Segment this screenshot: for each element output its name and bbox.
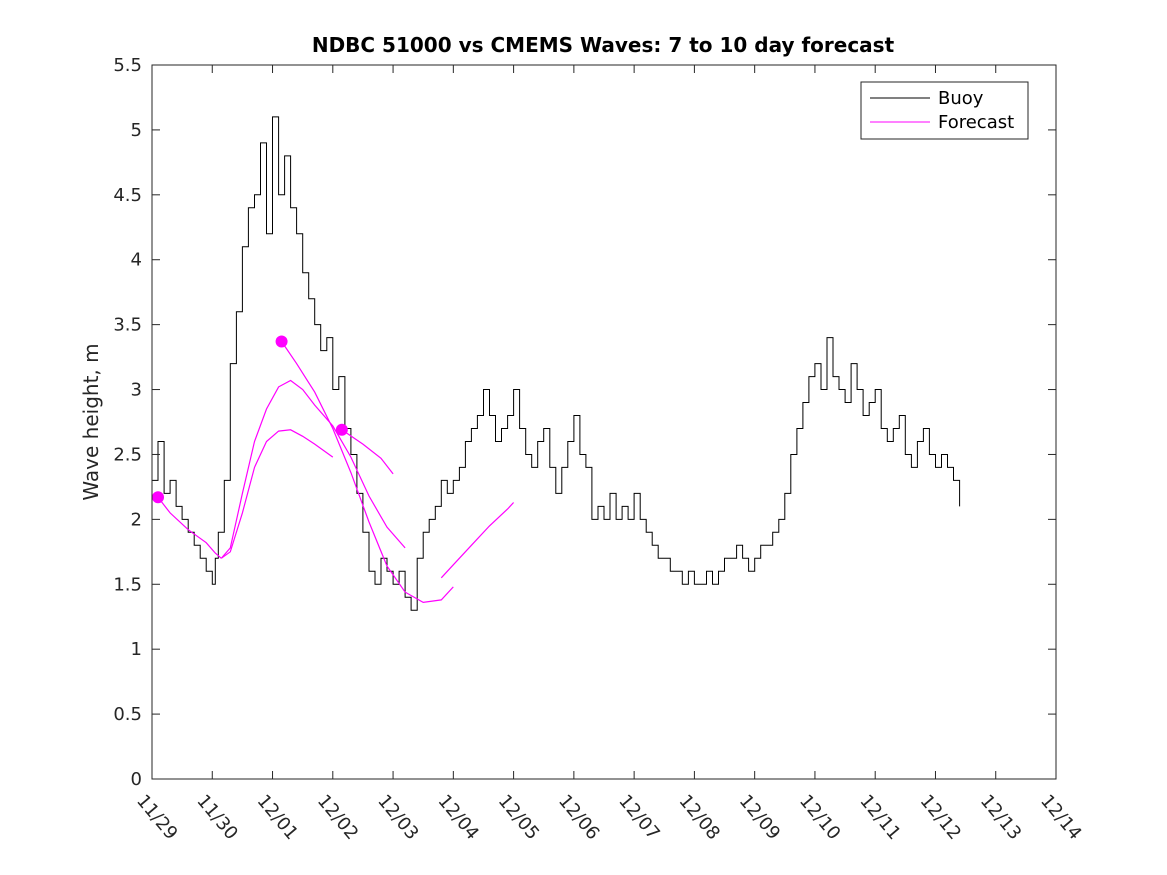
plot-area <box>152 65 1056 779</box>
forecast-start-marker-1 <box>152 491 165 504</box>
forecast-series-line-4 <box>281 341 454 604</box>
y-axis-label: Wave height, m <box>79 343 103 500</box>
forecast-series-line-6 <box>440 502 515 579</box>
legend-label-buoy: Buoy <box>938 88 984 109</box>
y-tick-label: 5 <box>131 120 142 141</box>
y-tick-label: 3.5 <box>113 315 142 336</box>
x-tick-label: 12/07 <box>614 791 663 844</box>
buoy-series-line <box>152 116 961 611</box>
y-tick-label: 2.5 <box>113 444 142 465</box>
x-tick-label: 11/30 <box>192 791 241 844</box>
y-tick-label: 5.5 <box>113 55 142 76</box>
x-tick-label: 12/04 <box>434 791 483 844</box>
legend: Buoy Forecast <box>860 81 1029 140</box>
forecast-start-marker-4 <box>275 335 288 348</box>
y-tick-label: 1.5 <box>113 574 142 595</box>
forecast-series-line-2 <box>220 379 406 559</box>
forecast-start-marker-5 <box>335 423 348 436</box>
axes-frame <box>151 64 1057 780</box>
x-tick-label: 12/10 <box>795 791 844 844</box>
x-tick-label: 12/06 <box>554 791 603 844</box>
x-tick-label: 12/03 <box>373 791 422 844</box>
legend-label-forecast: Forecast <box>938 112 1014 133</box>
forecast-series-line-1 <box>157 496 222 559</box>
y-tick-label: 1 <box>131 639 142 660</box>
x-tick-label: 11/29 <box>132 791 181 844</box>
y-tick-label: 2 <box>131 509 142 530</box>
forecast-series-line-5 <box>341 429 394 475</box>
series-layer <box>152 116 961 611</box>
x-tick-label: 12/09 <box>735 791 784 844</box>
y-tick-label: 4 <box>131 250 142 271</box>
y-tick-label: 3 <box>131 380 142 401</box>
y-tick-label: 0.5 <box>113 704 142 725</box>
x-tick-label: 12/12 <box>916 791 965 844</box>
x-tick-label: 12/05 <box>494 791 543 844</box>
x-tick-label: 12/14 <box>1036 791 1085 844</box>
forecast-series-line-3 <box>220 429 334 559</box>
x-tick-label: 12/01 <box>253 791 302 844</box>
chart-title: NDBC 51000 vs CMEMS Waves: 7 to 10 day f… <box>312 33 895 57</box>
x-tick-label: 12/11 <box>855 791 904 844</box>
x-tick-label: 12/08 <box>675 791 724 844</box>
legend-box <box>860 81 1029 140</box>
y-tick-label: 0 <box>131 769 142 790</box>
x-tick-label: 12/13 <box>976 791 1025 844</box>
y-tick-label: 4.5 <box>113 185 142 206</box>
x-tick-label: 12/02 <box>313 791 362 844</box>
